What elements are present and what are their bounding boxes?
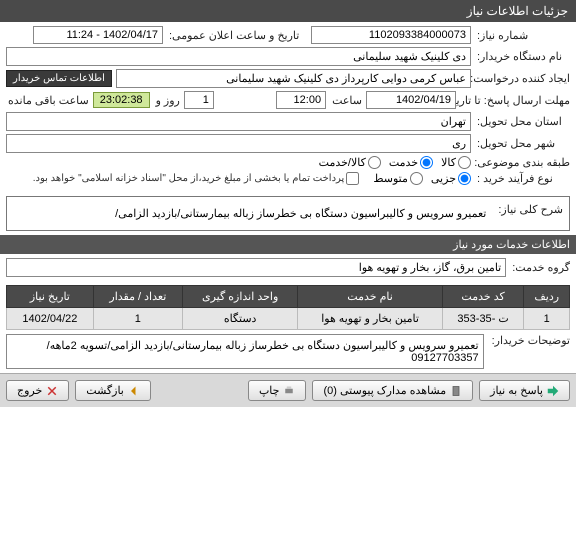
reply-icon xyxy=(547,385,559,397)
desc-label: شرح کلی نیاز: xyxy=(496,203,563,224)
exit-button[interactable]: خروج xyxy=(6,380,69,401)
days-and-label: روز و xyxy=(154,94,180,107)
days-field: 1 xyxy=(184,91,214,109)
footer-toolbar: پاسخ به نیاز مشاهده مدارک پیوستی (0) چاپ… xyxy=(0,373,576,407)
province-field: تهران xyxy=(6,112,471,131)
print-icon xyxy=(283,385,295,397)
need-number-field: 1102093384000073 xyxy=(311,26,471,44)
remaining-label: ساعت باقی مانده xyxy=(6,94,89,107)
province-label: استان محل تحویل: xyxy=(475,115,570,128)
process-radio-group: جزیی متوسط xyxy=(373,172,471,185)
col-name: نام خدمت xyxy=(298,286,442,308)
need-number-label: شماره نیاز: xyxy=(475,29,570,42)
deadline-date-field: 1402/04/19 xyxy=(366,91,456,109)
attachment-icon xyxy=(450,385,462,397)
attachments-button[interactable]: مشاهده مدارک پیوستی (0) xyxy=(312,380,473,401)
time-label: ساعت xyxy=(330,94,362,107)
window-title-bar: جزئیات اطلاعات نیاز xyxy=(0,0,576,22)
need-description-box: شرح کلی نیاز: تعمیرو سرویس و کالیبراسیون… xyxy=(6,196,570,231)
col-date: تاریخ نیاز xyxy=(7,286,94,308)
radio-goods[interactable]: کالا xyxy=(441,156,471,169)
col-qty: تعداد / مقدار xyxy=(93,286,182,308)
reply-button[interactable]: پاسخ به نیاز xyxy=(479,380,570,401)
notes-label: توضیحات خریدار: xyxy=(490,334,570,369)
requester-field: عباس کرمی دوایی کارپرداز دی کلینیک شهید … xyxy=(116,69,471,88)
deadline-label: مهلت ارسال پاسخ: تا تاریخ: xyxy=(460,94,570,107)
deadline-time-field: 12:00 xyxy=(276,91,326,109)
exit-icon xyxy=(46,385,58,397)
services-table: ردیف کد خدمت نام خدمت واحد اندازه گیری ت… xyxy=(6,285,570,330)
announce-label: تاریخ و ساعت اعلان عمومی: xyxy=(167,29,307,42)
back-icon xyxy=(128,385,140,397)
buyer-field: دی کلینیک شهید سلیمانی xyxy=(6,47,471,66)
city-label: شهر محل تحویل: xyxy=(475,137,570,150)
print-button[interactable]: چاپ xyxy=(248,380,307,401)
service-group-label: گروه خدمت: xyxy=(510,261,570,274)
notes-text: تعمیرو سرویس و کالیبراسیون دستگاه بی خطر… xyxy=(6,334,484,369)
col-row: ردیف xyxy=(524,286,570,308)
col-code: کد خدمت xyxy=(442,286,524,308)
category-label: طبقه بندی موضوعی: xyxy=(475,156,570,169)
treasury-checkbox[interactable]: پرداخت تمام یا بخشی از مبلغ خرید،از محل … xyxy=(33,172,360,185)
announce-field: 1402/04/17 - 11:24 xyxy=(33,26,163,44)
radio-both[interactable]: کالا/خدمت xyxy=(319,156,381,169)
table-row[interactable]: 1 ت -35-353 تامین بخار و تهویه هوا دستگا… xyxy=(7,308,570,330)
col-unit: واحد اندازه گیری xyxy=(182,286,297,308)
process-label: نوع فرآیند خرید : xyxy=(475,172,570,185)
radio-medium[interactable]: متوسط xyxy=(373,172,423,185)
category-radio-group: کالا خدمت کالا/خدمت xyxy=(319,156,471,169)
service-group-field: تامین برق، گاز، بخار و تهویه هوا xyxy=(6,258,506,277)
desc-text: تعمیرو سرویس و کالیبراسیون دستگاه بی خطر… xyxy=(13,203,490,224)
radio-service[interactable]: خدمت xyxy=(389,156,433,169)
city-field: ری xyxy=(6,134,471,153)
buyer-label: نام دستگاه خریدار: xyxy=(475,50,570,63)
services-header: اطلاعات خدمات مورد نیاز xyxy=(0,235,576,254)
contact-info-button[interactable]: اطلاعات تماس خریدار xyxy=(6,70,112,87)
radio-small[interactable]: جزیی xyxy=(431,172,471,185)
back-button[interactable]: بازگشت xyxy=(75,380,151,401)
requester-label: ایجاد کننده درخواست: xyxy=(475,72,570,85)
buyer-notes-row: توضیحات خریدار: تعمیرو سرویس و کالیبراسی… xyxy=(6,334,570,369)
form-main: شماره نیاز: 1102093384000073 تاریخ و ساع… xyxy=(0,22,576,192)
countdown-timer: 23:02:38 xyxy=(93,92,150,108)
window-title: جزئیات اطلاعات نیاز xyxy=(467,4,568,18)
